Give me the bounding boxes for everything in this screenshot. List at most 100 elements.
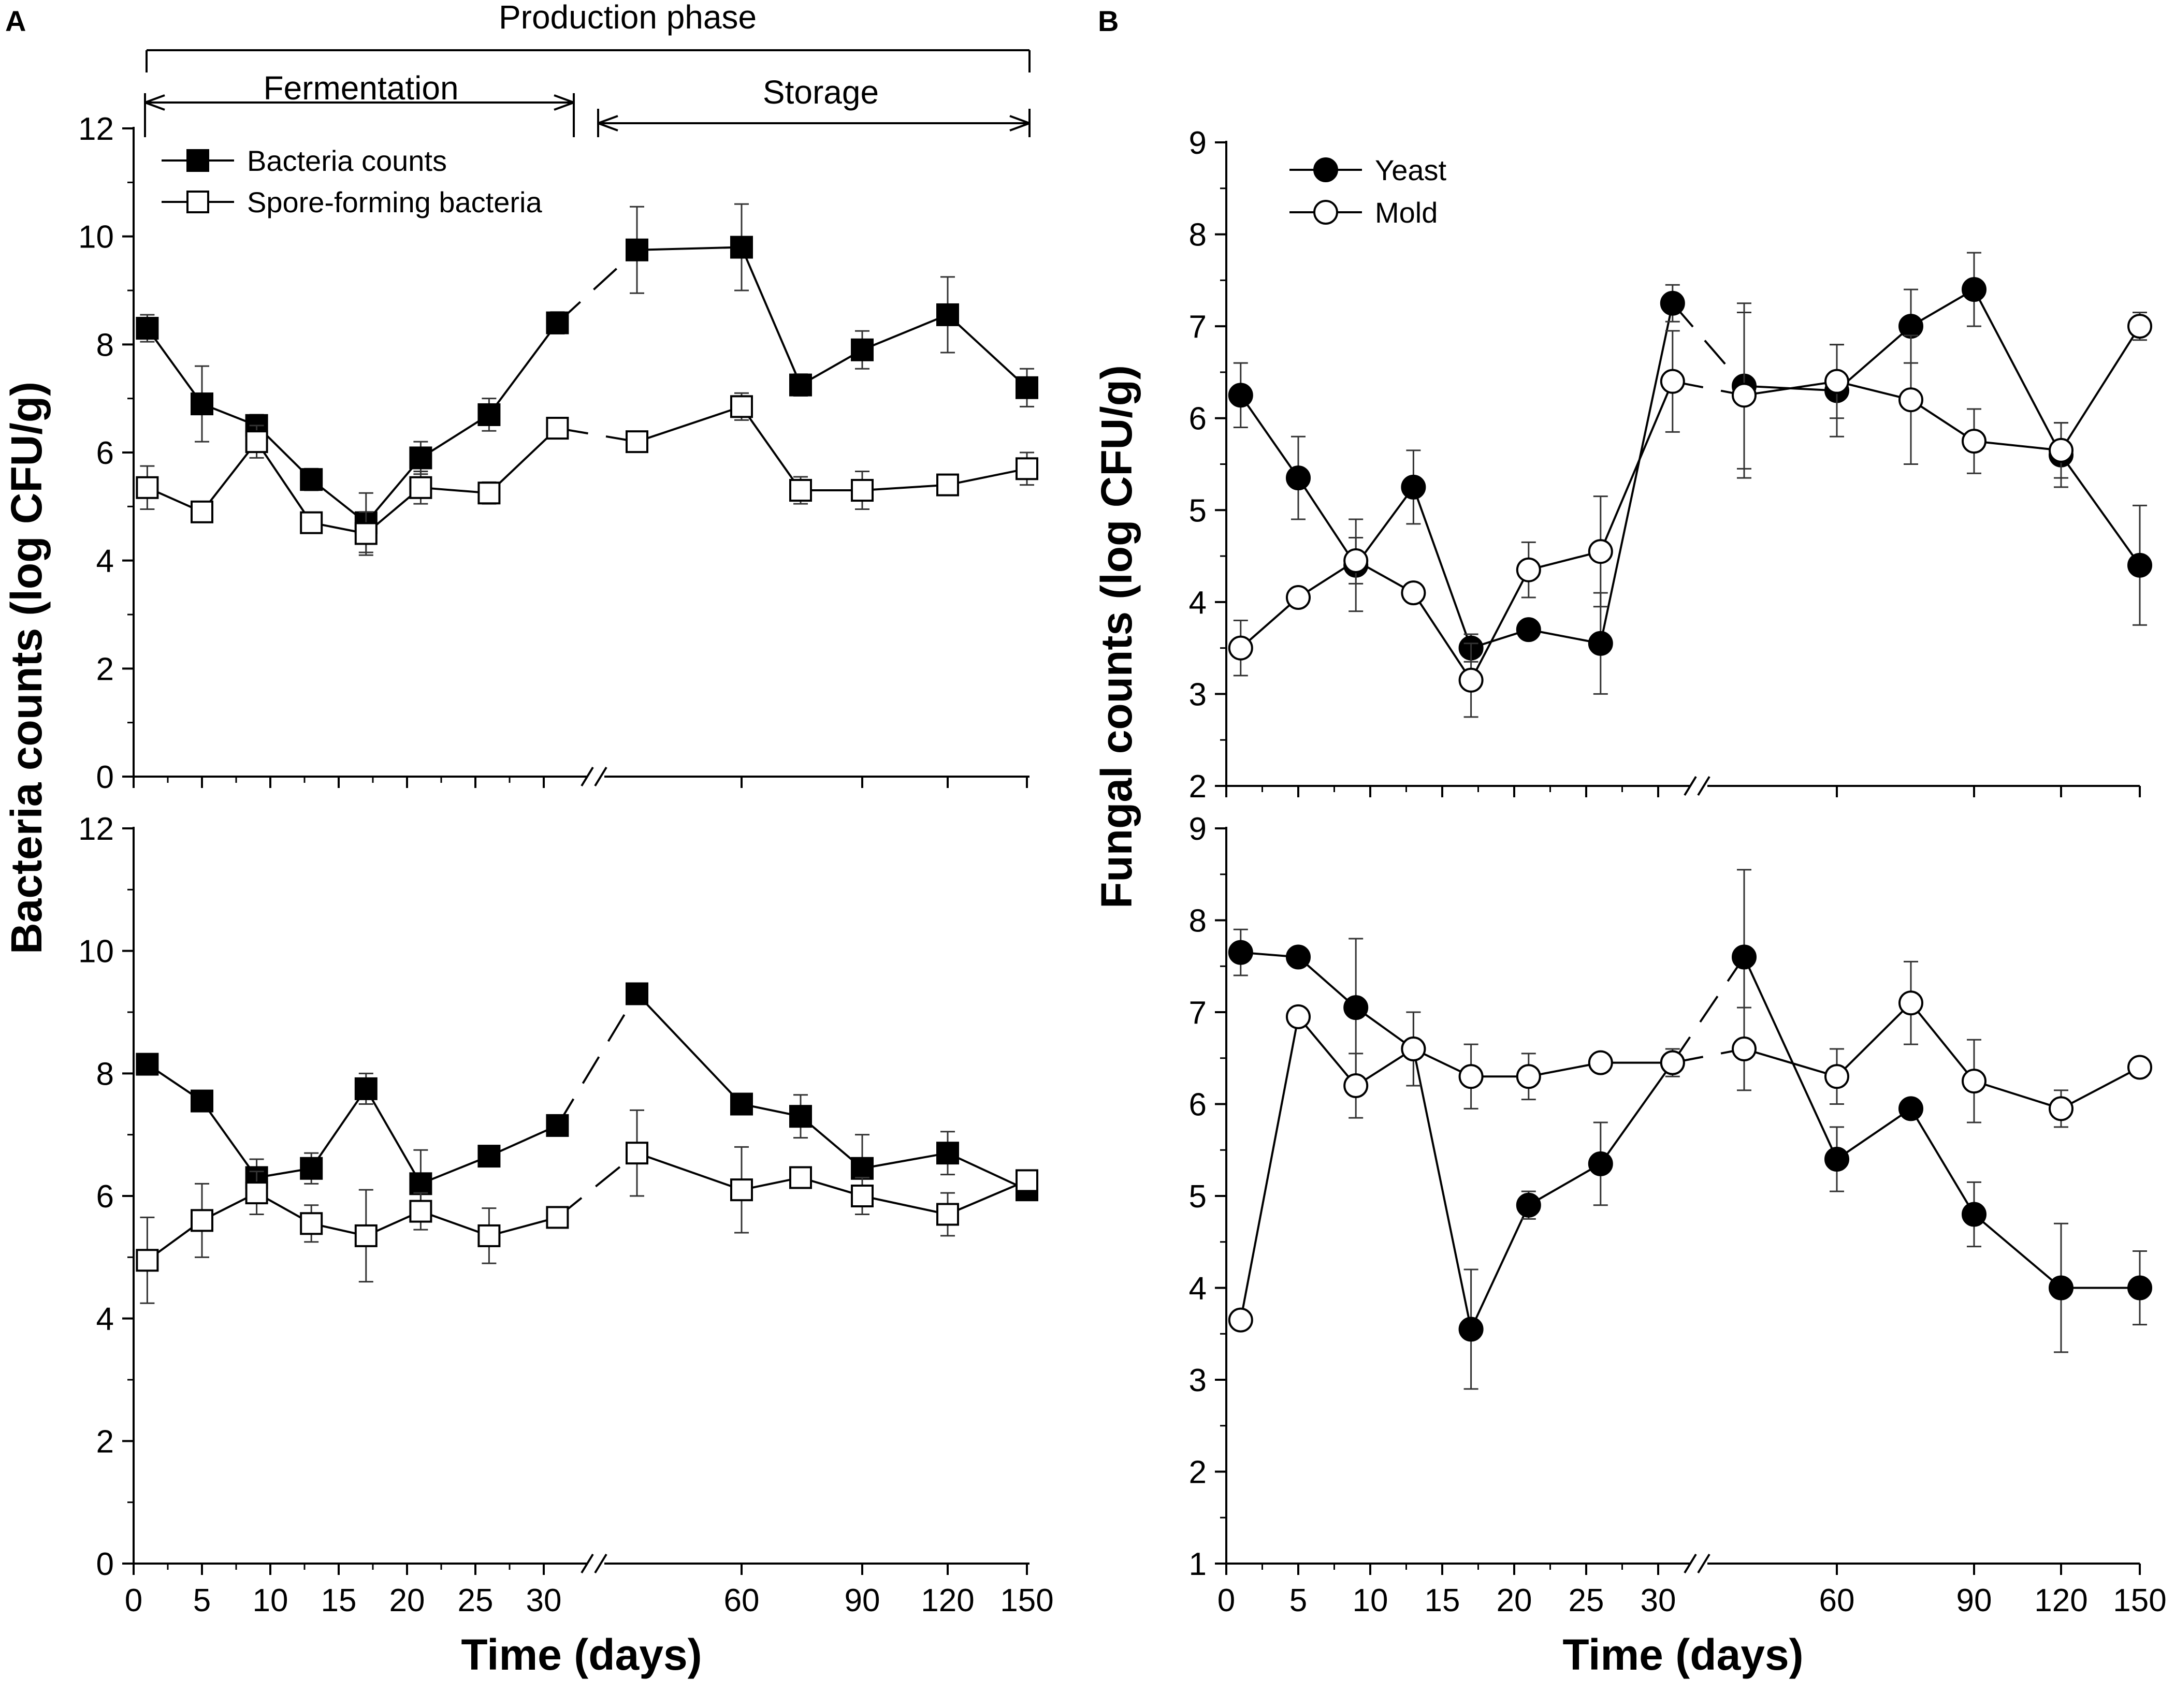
series-mold: [1228, 960, 2152, 1333]
y-tick-label: 7: [1189, 995, 1207, 1031]
data-point: [477, 1145, 501, 1168]
data-point: [136, 1053, 159, 1076]
series-gap-line: [1672, 302, 1745, 387]
data-point: [1516, 1064, 1541, 1089]
series-line: [1412, 1048, 1472, 1330]
series-line: [310, 1088, 367, 1169]
series-line: [1355, 486, 1415, 566]
data-point: [300, 1212, 323, 1235]
axis-break: [1697, 776, 1710, 796]
series-spore-forming-bacteria: [136, 1109, 1038, 1304]
data-point: [1458, 667, 1484, 693]
y-tick-label: 3: [1189, 1363, 1207, 1398]
y-tick-label: 8: [1189, 903, 1207, 939]
legend-label: Mold: [1375, 196, 1438, 229]
data-point: [546, 1114, 569, 1137]
data-point: [936, 1142, 959, 1165]
series-line: [636, 993, 743, 1105]
x-tick-label: 15: [1425, 1583, 1460, 1618]
data-point: [1016, 457, 1038, 480]
x-tick-label: 60: [1819, 1583, 1855, 1618]
series-line: [1973, 289, 2062, 456]
series-line: [1240, 395, 1299, 479]
data-point: [300, 511, 323, 534]
x-tick-label: 20: [1497, 1583, 1532, 1618]
data-point: [626, 238, 648, 261]
data-point: [1588, 1151, 1613, 1176]
y-tick-label: 9: [1189, 811, 1207, 847]
data-point: [1962, 1069, 1987, 1094]
x-tick-label: 15: [321, 1583, 357, 1618]
series-line: [862, 1195, 948, 1216]
data-point: [1458, 1317, 1484, 1342]
data-point: [1401, 474, 1426, 500]
y-tick-label: 0: [96, 760, 114, 795]
data-point: [936, 303, 959, 326]
x-tick-label: 150: [2113, 1583, 2166, 1618]
series-bacteria-counts: [136, 982, 1038, 1218]
legend-marker: [186, 191, 209, 213]
data-point: [1286, 465, 1311, 491]
legend-label: Bacteria counts: [247, 144, 447, 177]
series-line: [947, 1179, 1027, 1216]
y-tick-label: 2: [1189, 1455, 1207, 1491]
data-point: [1016, 376, 1038, 399]
series-line: [1974, 440, 2062, 451]
series-line: [1836, 1107, 1912, 1160]
y-tick-label: 1: [1189, 1546, 1207, 1582]
data-point: [354, 522, 378, 545]
y-tick-label: 7: [1189, 309, 1207, 345]
data-point: [2049, 437, 2074, 463]
series-line: [1470, 1204, 1530, 1330]
y-axis-label: Fungal counts (log CFU/g): [1092, 365, 1141, 909]
data-point: [1588, 539, 1613, 564]
data-point: [300, 468, 323, 491]
x-tick-label: 120: [2034, 1583, 2087, 1618]
data-point: [2049, 1096, 2074, 1121]
data-point: [245, 1181, 268, 1205]
legend-marker: [1313, 200, 1338, 225]
series-line: [1600, 1062, 1674, 1165]
x-tick-label: 5: [1289, 1583, 1307, 1618]
series-line: [1297, 1016, 1357, 1087]
series-gap-line: [557, 249, 638, 324]
y-tick-label: 8: [96, 1056, 114, 1092]
axis-break: [1684, 1553, 1697, 1574]
data-point: [1228, 383, 1253, 408]
y-tick-label: 12: [78, 811, 114, 847]
y-tick-label: 6: [96, 1179, 114, 1215]
x-tick-label: 30: [1641, 1583, 1676, 1618]
data-point: [936, 1203, 959, 1226]
axis-break: [1684, 776, 1697, 796]
series-line: [201, 441, 258, 513]
data-point: [936, 473, 959, 497]
data-point: [409, 446, 432, 470]
y-tick-label: 6: [96, 435, 114, 471]
data-point: [1962, 277, 1987, 302]
series-line: [1836, 380, 1911, 401]
data-point: [354, 1077, 378, 1100]
y-tick-label: 5: [1189, 1179, 1207, 1215]
x-tick-label: 10: [253, 1583, 288, 1618]
series-bacteria-counts: [136, 203, 1038, 553]
data-point: [136, 317, 159, 340]
series-line: [862, 1152, 948, 1170]
data-point: [477, 403, 501, 426]
y-tick-label: 6: [1189, 401, 1207, 437]
series-line: [488, 322, 559, 416]
data-point: [851, 1157, 874, 1180]
chart-b-top: 2 3 4 5 6 7 8 9 Fungal counts (log CFU/g) Yeast Mo…: [1092, 125, 2152, 909]
series-line: [1599, 303, 1674, 644]
series-line: [1297, 477, 1357, 566]
data-point: [1401, 1037, 1426, 1061]
data-point: [191, 500, 213, 523]
data-point: [354, 1224, 378, 1247]
data-point: [2127, 314, 2152, 339]
x-axis-label: Time (days): [1562, 1630, 1803, 1679]
legend-marker: [186, 149, 209, 172]
series-line: [2060, 454, 2141, 566]
x-tick-label: 25: [1569, 1583, 1604, 1618]
data-point: [1458, 1064, 1484, 1089]
